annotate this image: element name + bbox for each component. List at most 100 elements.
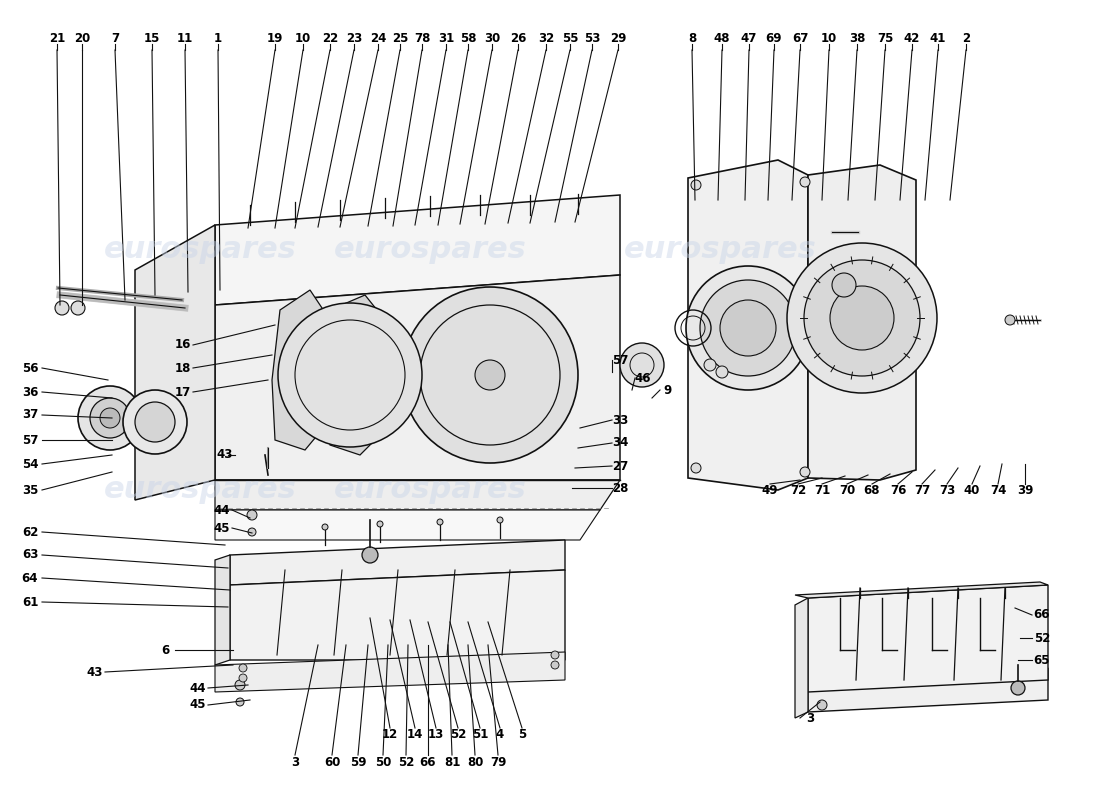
Text: 43: 43 <box>87 666 103 678</box>
Text: 11: 11 <box>177 31 194 45</box>
Text: 33: 33 <box>612 414 628 426</box>
Circle shape <box>135 402 175 442</box>
Text: 10: 10 <box>295 31 311 45</box>
Text: eurospares: eurospares <box>624 235 816 265</box>
Text: 71: 71 <box>814 483 830 497</box>
Text: 72: 72 <box>790 483 806 497</box>
Text: 3: 3 <box>806 711 814 725</box>
Text: 27: 27 <box>612 459 628 473</box>
Text: 44: 44 <box>213 503 230 517</box>
Text: 35: 35 <box>22 483 38 497</box>
Text: 2: 2 <box>961 31 970 45</box>
Text: 73: 73 <box>939 483 955 497</box>
Text: 68: 68 <box>864 483 880 497</box>
Polygon shape <box>795 582 1048 598</box>
Text: 25: 25 <box>392 31 408 45</box>
Text: eurospares: eurospares <box>333 475 527 505</box>
Circle shape <box>248 528 256 536</box>
Text: 6: 6 <box>161 643 169 657</box>
Polygon shape <box>688 160 808 490</box>
Text: 69: 69 <box>766 31 782 45</box>
Text: eurospares: eurospares <box>103 235 296 265</box>
Text: 7: 7 <box>111 31 119 45</box>
Polygon shape <box>214 480 620 510</box>
Text: 20: 20 <box>74 31 90 45</box>
Text: 45: 45 <box>189 698 207 711</box>
Text: 54: 54 <box>22 458 38 470</box>
Text: 43: 43 <box>217 449 233 462</box>
Text: 5: 5 <box>518 729 526 742</box>
Circle shape <box>720 300 775 356</box>
Text: 19: 19 <box>267 31 283 45</box>
Circle shape <box>72 301 85 315</box>
Polygon shape <box>808 165 916 480</box>
Text: 14: 14 <box>407 729 424 742</box>
Text: 17: 17 <box>175 386 191 398</box>
Text: 4: 4 <box>496 729 504 742</box>
Text: 56: 56 <box>22 362 38 374</box>
Text: 39: 39 <box>1016 483 1033 497</box>
Text: 29: 29 <box>609 31 626 45</box>
Text: 12: 12 <box>382 729 398 742</box>
Text: 57: 57 <box>22 434 38 446</box>
Circle shape <box>804 260 920 376</box>
Circle shape <box>278 303 422 447</box>
Text: 8: 8 <box>688 31 696 45</box>
Text: 70: 70 <box>839 483 855 497</box>
Text: 52: 52 <box>450 729 466 742</box>
Text: 3: 3 <box>290 755 299 769</box>
Circle shape <box>800 467 810 477</box>
Text: 47: 47 <box>740 31 757 45</box>
Text: 21: 21 <box>48 31 65 45</box>
Text: 45: 45 <box>213 522 230 534</box>
Text: 61: 61 <box>22 595 38 609</box>
Circle shape <box>55 301 69 315</box>
Text: 16: 16 <box>175 338 191 351</box>
Text: 44: 44 <box>189 682 207 694</box>
Text: 58: 58 <box>460 31 476 45</box>
Circle shape <box>100 408 120 428</box>
Text: 64: 64 <box>22 571 38 585</box>
Text: 75: 75 <box>877 31 893 45</box>
Text: 34: 34 <box>612 437 628 450</box>
Circle shape <box>1005 315 1015 325</box>
Polygon shape <box>214 195 620 305</box>
Polygon shape <box>214 555 230 665</box>
Polygon shape <box>808 668 1048 712</box>
Text: 10: 10 <box>821 31 837 45</box>
Circle shape <box>800 177 810 187</box>
Text: 36: 36 <box>22 386 38 398</box>
Circle shape <box>551 651 559 659</box>
Text: 32: 32 <box>538 31 554 45</box>
Text: 18: 18 <box>175 362 191 374</box>
Text: 41: 41 <box>930 31 946 45</box>
Text: 57: 57 <box>612 354 628 366</box>
Text: 79: 79 <box>490 755 506 769</box>
Text: 55: 55 <box>562 31 579 45</box>
Circle shape <box>90 398 130 438</box>
Polygon shape <box>230 540 565 585</box>
Circle shape <box>691 180 701 190</box>
Circle shape <box>239 664 248 672</box>
Polygon shape <box>214 275 620 480</box>
Circle shape <box>475 360 505 390</box>
Circle shape <box>78 386 142 450</box>
Polygon shape <box>328 295 385 455</box>
Polygon shape <box>135 225 214 500</box>
Text: eurospares: eurospares <box>103 475 296 505</box>
Text: 15: 15 <box>144 31 161 45</box>
Text: 77: 77 <box>914 483 931 497</box>
Text: 81: 81 <box>443 755 460 769</box>
Text: eurospares: eurospares <box>333 235 527 265</box>
Circle shape <box>437 519 443 525</box>
Polygon shape <box>230 570 565 660</box>
Polygon shape <box>795 598 808 718</box>
Circle shape <box>551 661 559 669</box>
Circle shape <box>402 287 578 463</box>
Text: 13: 13 <box>428 729 444 742</box>
Text: 9: 9 <box>664 383 672 397</box>
Circle shape <box>235 680 245 690</box>
Text: 76: 76 <box>890 483 906 497</box>
Circle shape <box>362 547 378 563</box>
Circle shape <box>620 343 664 387</box>
